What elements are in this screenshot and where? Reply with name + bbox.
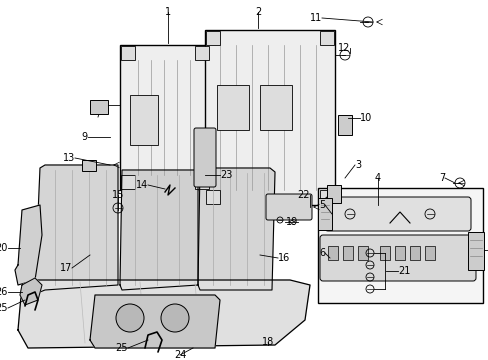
Text: 24: 24 [173, 350, 186, 360]
Text: 25: 25 [115, 343, 128, 353]
Text: 14: 14 [136, 180, 148, 190]
FancyBboxPatch shape [194, 128, 216, 187]
Polygon shape [120, 170, 198, 290]
Text: 26: 26 [0, 287, 8, 297]
Text: 7: 7 [438, 173, 444, 183]
Bar [120, 45, 209, 190]
Text: 25: 25 [0, 303, 8, 313]
Text: 3: 3 [354, 160, 360, 170]
Bar [260, 85, 291, 130]
Text: 11: 11 [309, 13, 321, 23]
Bar [424, 246, 434, 260]
Text: 19: 19 [285, 217, 297, 227]
Bar [319, 190, 333, 204]
Bar [195, 175, 208, 189]
Bar [130, 95, 158, 145]
Bar [317, 188, 482, 303]
Text: 16: 16 [278, 253, 290, 263]
Polygon shape [90, 295, 220, 348]
Bar [205, 190, 220, 204]
Text: 15: 15 [112, 190, 124, 200]
Text: 9: 9 [81, 132, 88, 142]
Text: 6: 6 [318, 248, 325, 258]
Text: 12: 12 [337, 43, 349, 53]
Bar [121, 46, 135, 60]
Bar [337, 115, 351, 135]
Bar [204, 30, 334, 205]
Bar [121, 175, 135, 189]
Text: 18: 18 [262, 337, 274, 347]
Bar [317, 198, 331, 230]
Circle shape [161, 304, 189, 332]
Circle shape [116, 304, 143, 332]
Text: 13: 13 [62, 153, 75, 163]
Bar [379, 246, 389, 260]
Polygon shape [35, 165, 118, 292]
Text: 5: 5 [318, 200, 325, 210]
Bar [205, 31, 220, 45]
Text: 10: 10 [359, 113, 371, 123]
Text: 17: 17 [60, 263, 72, 273]
Polygon shape [15, 205, 42, 285]
Bar [319, 31, 333, 45]
Text: 23: 23 [220, 170, 232, 180]
Polygon shape [18, 280, 309, 348]
Bar [342, 246, 352, 260]
Bar [327, 246, 337, 260]
Polygon shape [198, 168, 274, 290]
Bar [217, 85, 248, 130]
Bar [467, 232, 483, 270]
FancyBboxPatch shape [265, 194, 311, 220]
FancyBboxPatch shape [319, 235, 475, 281]
Bar [90, 100, 108, 114]
Bar [394, 246, 404, 260]
Bar [82, 160, 96, 171]
Text: 4: 4 [374, 173, 380, 183]
Bar [409, 246, 419, 260]
Text: 8: 8 [487, 245, 488, 255]
Text: 2: 2 [254, 7, 261, 17]
FancyBboxPatch shape [325, 197, 470, 231]
Text: 21: 21 [397, 266, 409, 276]
Bar [195, 46, 208, 60]
Polygon shape [20, 278, 42, 305]
Bar [326, 185, 340, 203]
Text: 1: 1 [164, 7, 171, 17]
Bar [357, 246, 367, 260]
Text: 20: 20 [0, 243, 8, 253]
Text: 22: 22 [297, 190, 309, 200]
